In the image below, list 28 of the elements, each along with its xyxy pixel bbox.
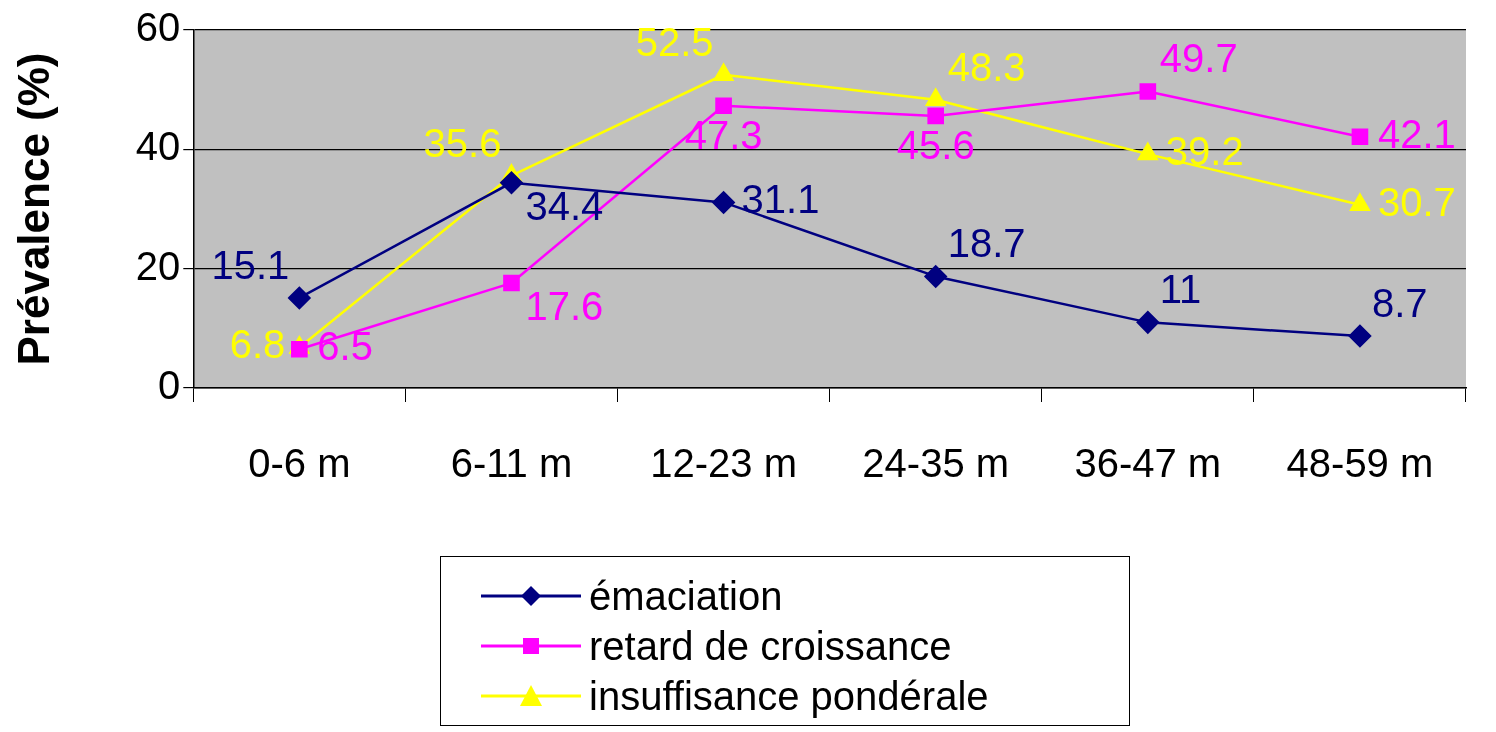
y-axis-title: Prévalence (%) — [8, 52, 58, 366]
data-label: 48.3 — [947, 44, 1026, 89]
x-tick-label: 36-47 m — [1074, 441, 1222, 486]
x-tick-label: 0-6 m — [248, 441, 351, 486]
data-label: 30.7 — [1377, 179, 1456, 224]
data-label: 17.6 — [525, 284, 604, 329]
legend-label: retard de croissance — [589, 623, 952, 670]
data-label: 42.1 — [1377, 111, 1456, 156]
y-tick-label: 60 — [135, 5, 181, 50]
data-label: 31.1 — [741, 177, 820, 222]
data-label: 18.7 — [947, 221, 1026, 266]
data-label: 8.7 — [1371, 281, 1428, 326]
x-tick-label: 48-59 m — [1286, 441, 1434, 486]
data-label: 11 — [1159, 267, 1202, 312]
y-tick-label: 0 — [158, 363, 181, 408]
data-label: 52.5 — [635, 19, 714, 64]
data-label: 6.5 — [317, 324, 373, 369]
legend-label: insuffisance pondérale — [589, 673, 989, 720]
x-tick-label: 24-35 m — [862, 441, 1010, 486]
x-tick-label: 12-23 m — [650, 441, 797, 486]
data-label: 49.7 — [1159, 36, 1238, 81]
y-tick-label: 40 — [135, 124, 181, 169]
y-tick-label: 20 — [135, 243, 181, 288]
data-label: 6.8 — [229, 322, 286, 367]
x-tick-label: 6-11 m — [450, 441, 573, 486]
data-label: 34.4 — [525, 183, 604, 228]
data-label: 47.3 — [684, 112, 763, 157]
legend-label: émaciation — [589, 573, 783, 620]
